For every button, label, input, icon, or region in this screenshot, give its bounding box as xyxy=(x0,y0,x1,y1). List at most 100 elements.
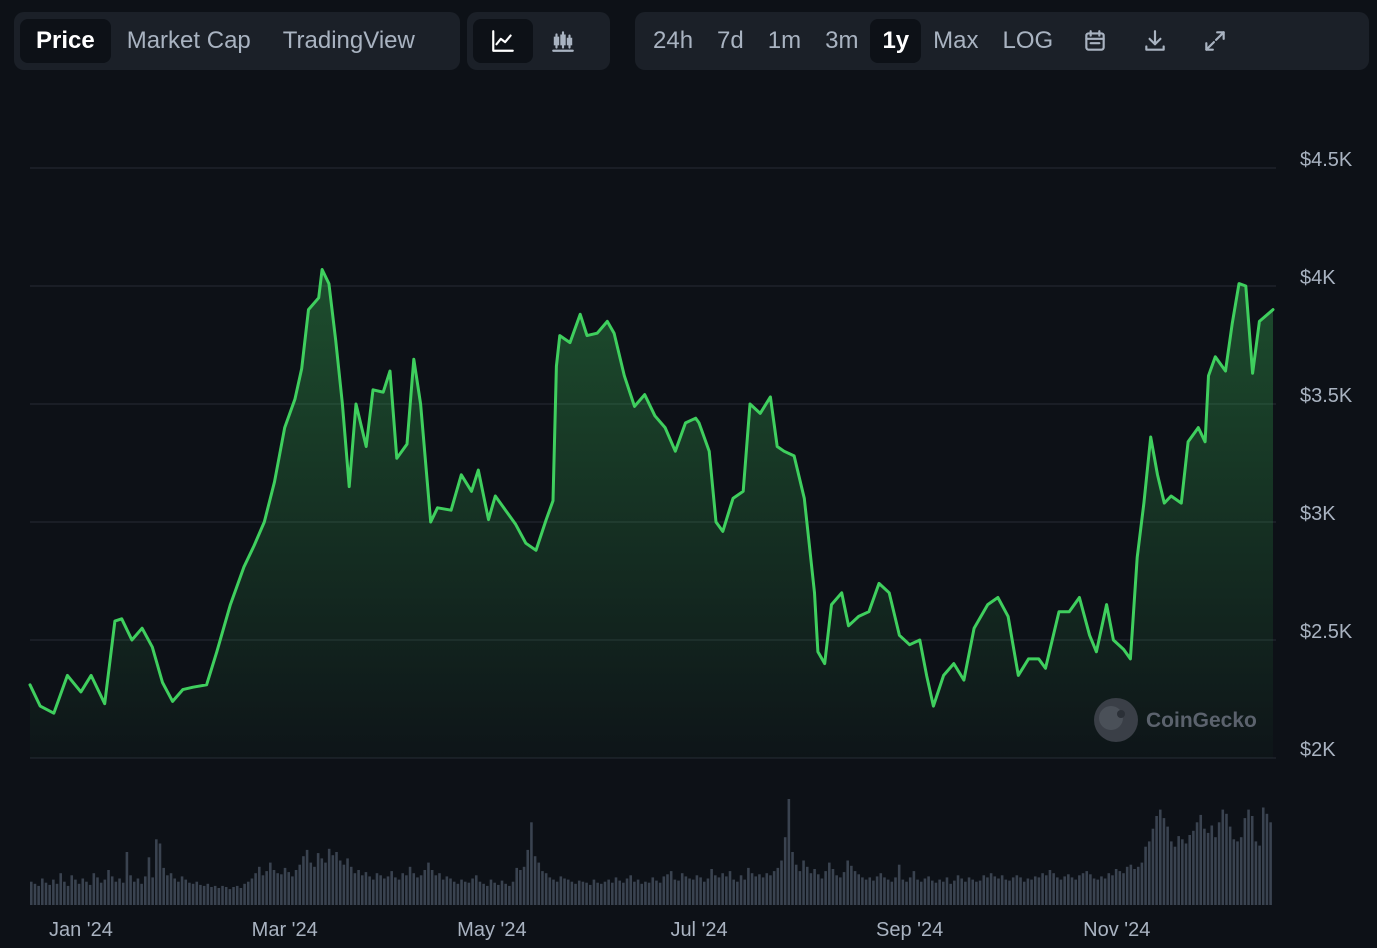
volume-bar xyxy=(486,885,489,905)
volume-bar xyxy=(916,879,919,905)
volume-bar xyxy=(1067,874,1070,905)
volume-bar xyxy=(883,877,886,905)
range-1m[interactable]: 1m xyxy=(767,27,802,54)
tab-tradingview[interactable]: TradingView xyxy=(282,27,415,54)
volume-bar xyxy=(736,881,739,905)
volume-bar xyxy=(908,877,912,905)
volume-bar xyxy=(206,883,210,905)
volume-bar xyxy=(92,873,96,905)
volume-bar xyxy=(511,881,515,905)
volume-bar xyxy=(537,862,541,905)
volume-bar xyxy=(890,881,894,905)
volume-bar xyxy=(1122,873,1125,905)
volume-bar xyxy=(787,799,791,905)
tab-price[interactable]: Price xyxy=(20,19,111,63)
log-scale-toggle[interactable]: LOG xyxy=(1002,27,1054,54)
volume-bar xyxy=(70,875,74,905)
volume-bar xyxy=(331,855,335,905)
volume-bar xyxy=(1232,839,1236,905)
volume-bar xyxy=(614,877,618,905)
volume-bar xyxy=(684,876,688,905)
range-selector: 24h 7d 1m 3m 1y Max LOG xyxy=(635,12,1369,70)
volume-bar xyxy=(276,873,279,905)
volume-bar xyxy=(364,872,368,905)
volume-bar xyxy=(180,876,184,905)
volume-bar xyxy=(666,874,669,905)
volume-bar xyxy=(574,883,577,905)
volume-bar xyxy=(794,864,798,905)
volume-bar xyxy=(386,876,390,905)
volume-bar xyxy=(1074,879,1077,905)
range-max[interactable]: Max xyxy=(933,27,979,54)
x-tick-label: Sep '24 xyxy=(876,919,943,941)
volume-bar xyxy=(294,870,298,905)
volume-bar xyxy=(261,875,265,905)
volume-bar xyxy=(728,871,732,905)
volume-bar xyxy=(669,871,673,905)
volume-bar xyxy=(1022,881,1026,905)
volume-bar xyxy=(246,881,250,905)
volume-bar xyxy=(1254,841,1258,905)
volume-bar xyxy=(1199,814,1203,905)
volume-bar xyxy=(1118,871,1122,905)
volume-bar xyxy=(949,883,952,905)
calendar-button[interactable] xyxy=(1065,19,1125,63)
volume-bar xyxy=(673,879,677,905)
volume-bar xyxy=(625,878,629,905)
download-button[interactable] xyxy=(1125,19,1185,63)
y-tick-label: $4.5K xyxy=(1300,149,1353,171)
price-line xyxy=(28,268,1275,715)
volume-bar xyxy=(132,881,136,905)
volume-bar xyxy=(55,883,59,905)
fullscreen-button[interactable] xyxy=(1185,19,1245,63)
volume-bar xyxy=(747,867,750,905)
volume-bar xyxy=(1044,875,1048,905)
volume-bar xyxy=(497,884,500,905)
volume-bar xyxy=(886,879,890,905)
volume-bar xyxy=(522,866,526,905)
volume-bar xyxy=(1162,818,1166,905)
volume-bar xyxy=(1206,832,1210,905)
range-1y[interactable]: 1y xyxy=(870,19,922,63)
y-tick-label: $4K xyxy=(1300,267,1336,289)
volume-bar xyxy=(235,885,239,905)
volume-bar xyxy=(1004,879,1008,905)
volume-bar xyxy=(375,873,379,905)
volume-bar xyxy=(725,876,728,905)
volume-bar xyxy=(919,881,923,905)
volume-bar xyxy=(905,881,908,905)
volume-bar xyxy=(471,878,474,905)
volume-bar xyxy=(1166,826,1169,905)
line-chart-button[interactable] xyxy=(473,19,533,63)
candlestick-chart-button[interactable] xyxy=(533,19,593,63)
volume-bar xyxy=(302,856,305,905)
range-3m[interactable]: 3m xyxy=(825,27,859,54)
volume-bar xyxy=(743,879,747,905)
volume-bar xyxy=(280,874,283,905)
volume-bar xyxy=(644,881,647,905)
volume-bar xyxy=(1203,828,1206,905)
volume-bar xyxy=(463,881,467,905)
volume-bar xyxy=(401,873,404,905)
volume-bar xyxy=(30,881,33,905)
volume-bar xyxy=(327,848,331,905)
volume-bar xyxy=(379,875,382,905)
volume-bar xyxy=(1070,877,1074,905)
tab-market-cap[interactable]: Market Cap xyxy=(126,27,251,54)
volume-bar xyxy=(978,880,982,905)
volume-bar xyxy=(953,880,956,905)
range-24h[interactable]: 24h xyxy=(653,27,694,54)
volume-bar xyxy=(48,884,51,905)
volume-bar xyxy=(136,878,140,905)
volume-bar xyxy=(316,853,320,905)
range-7d[interactable]: 7d xyxy=(717,27,744,54)
volume-bar xyxy=(353,873,357,905)
volume-bar xyxy=(408,866,412,905)
volume-bar xyxy=(1188,835,1191,905)
volume-bar xyxy=(853,871,857,905)
download-icon xyxy=(1145,30,1165,51)
volume-bar xyxy=(52,879,55,905)
volume-bar xyxy=(224,887,228,905)
x-tick-label: Jul '24 xyxy=(670,919,727,941)
volume-bar xyxy=(508,885,511,905)
